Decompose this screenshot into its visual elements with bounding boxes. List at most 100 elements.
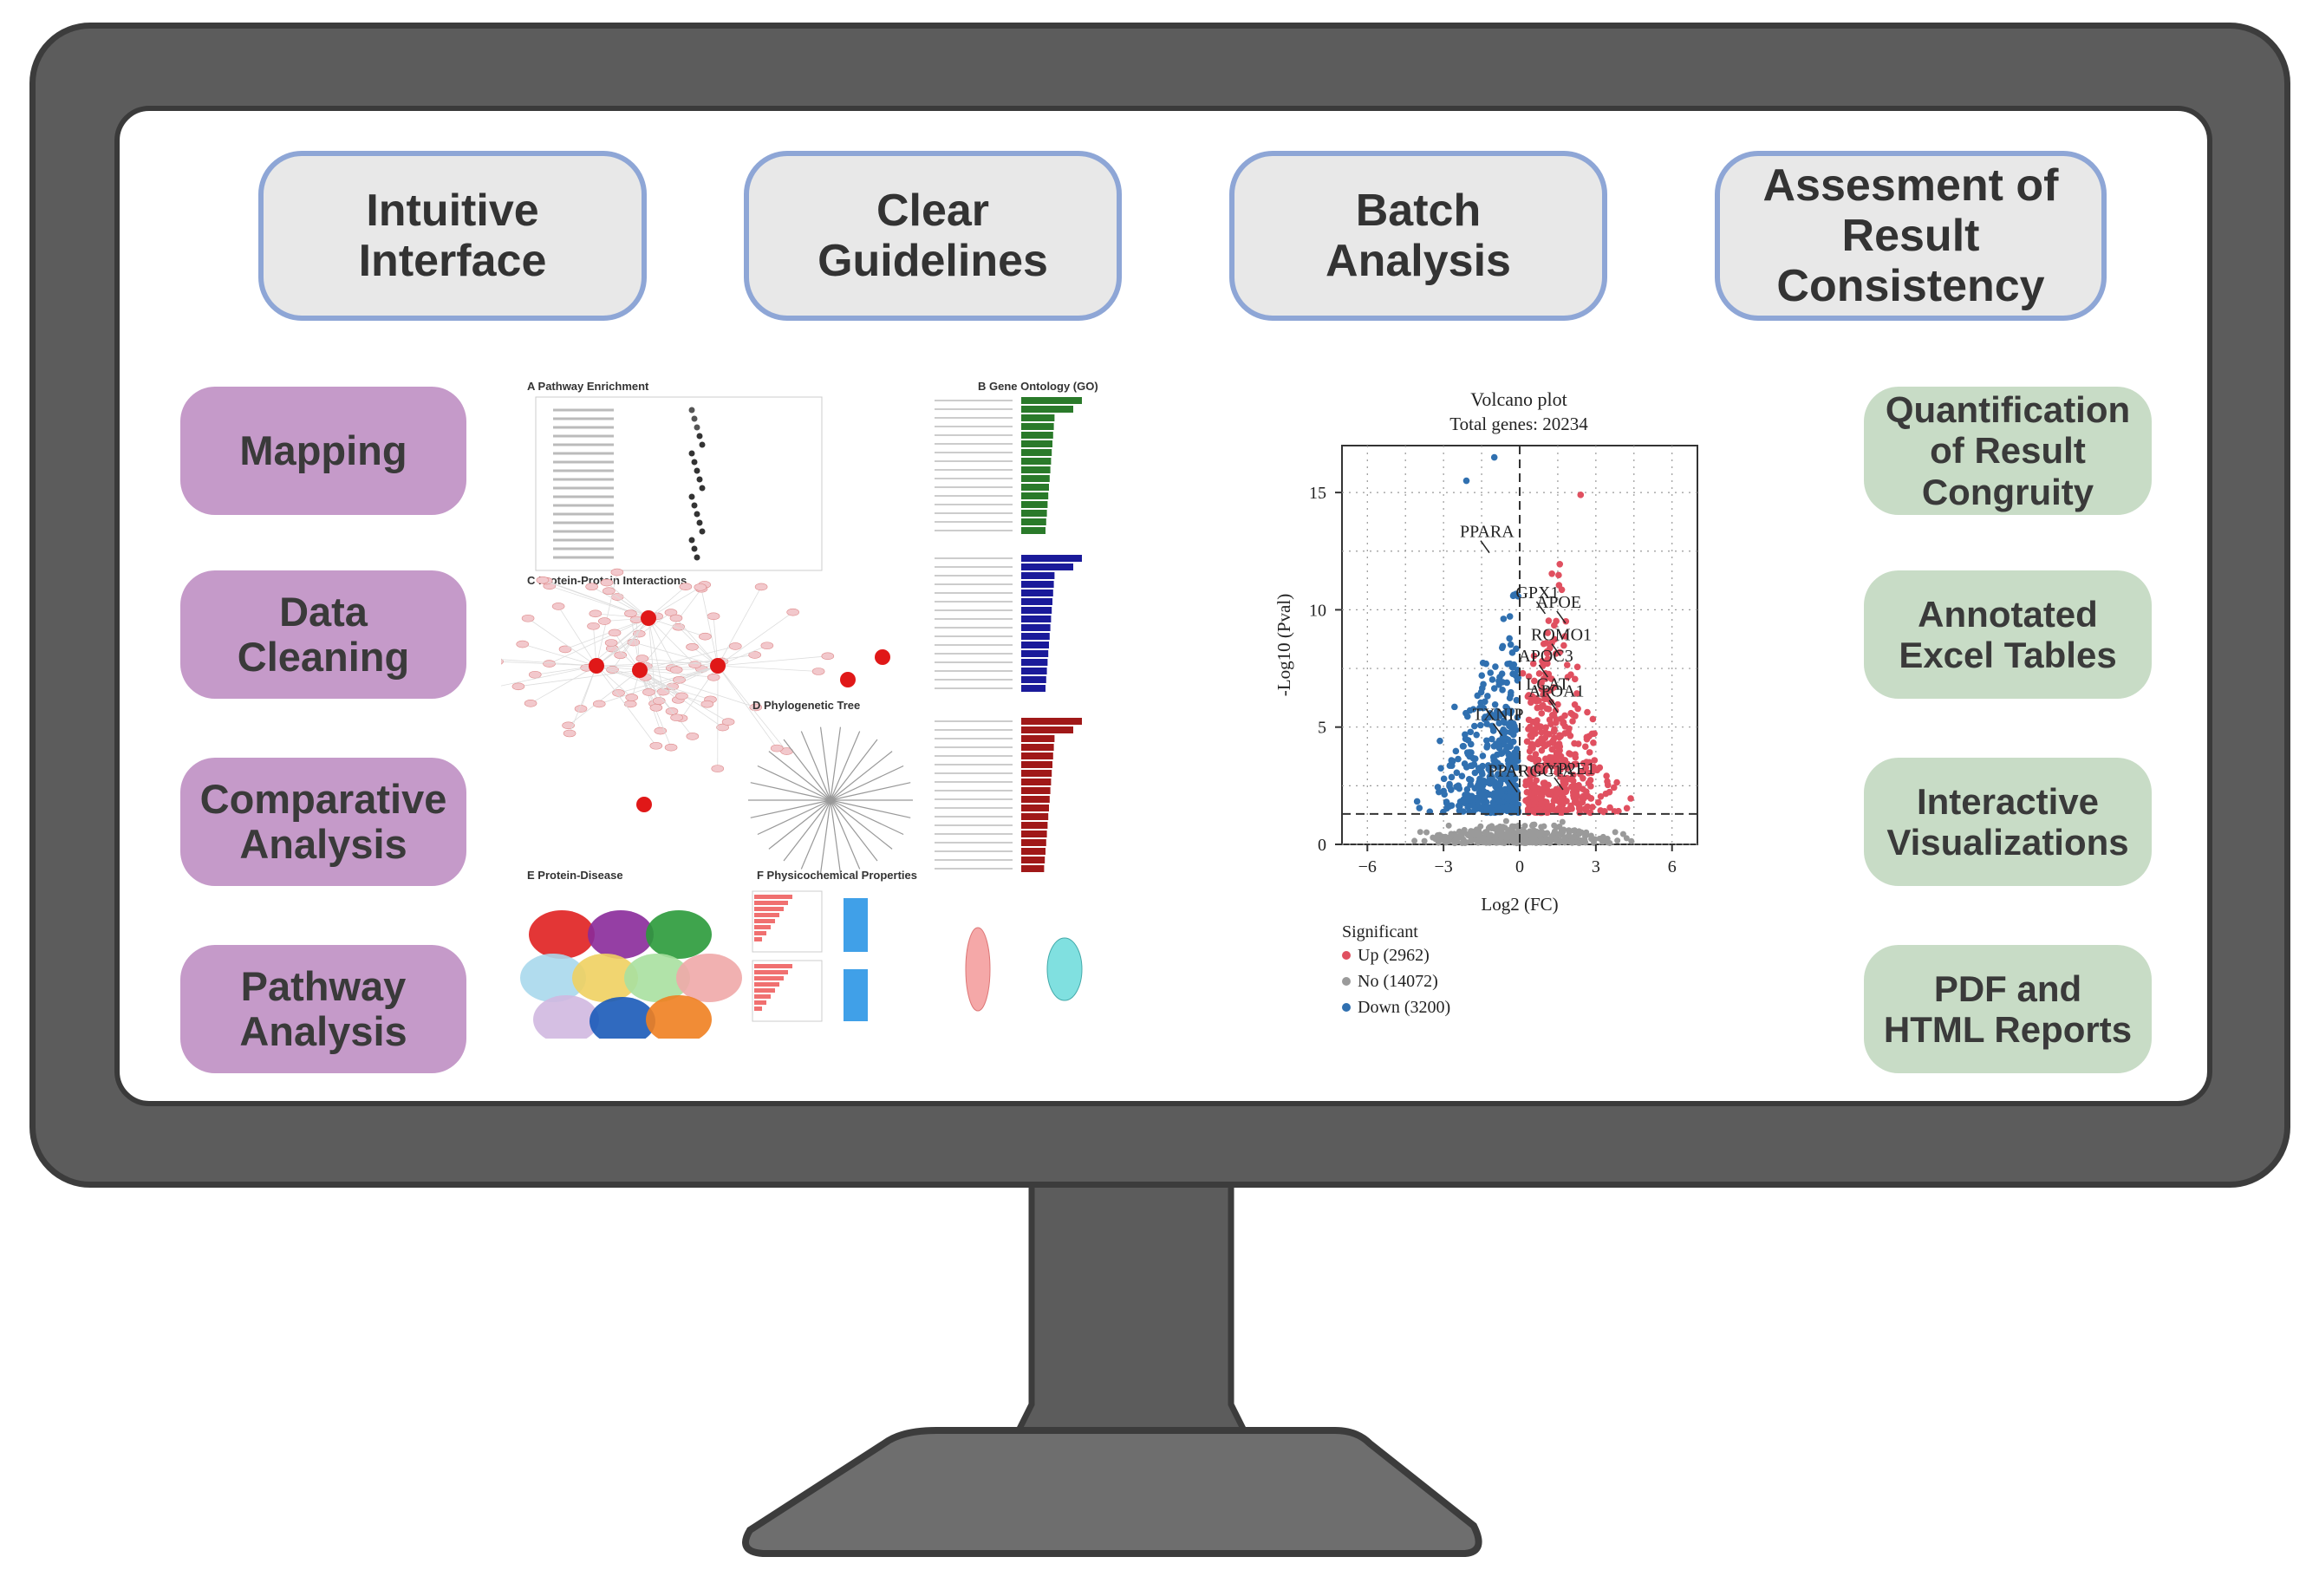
point-down	[1434, 784, 1442, 791]
panel-d-title: D Phylogenetic Tree	[752, 699, 860, 712]
point-down	[1441, 791, 1448, 798]
panel-c-edge	[501, 665, 597, 687]
panel-c-edge	[717, 611, 793, 667]
point-up	[1581, 743, 1589, 751]
point-down	[1515, 593, 1521, 600]
point-no	[1570, 827, 1577, 834]
point-down	[1497, 790, 1505, 797]
point-no	[1529, 823, 1536, 830]
point-up	[1606, 788, 1613, 796]
panel-c-hub	[875, 649, 890, 665]
legend-item-no: No (14072)	[1342, 972, 1438, 991]
panel-c-node	[707, 673, 720, 681]
panel-a-plot	[535, 396, 823, 571]
point-up	[1594, 798, 1602, 806]
point-down	[1513, 746, 1521, 752]
point-down	[1487, 768, 1495, 775]
panel-b-bar	[1021, 805, 1049, 811]
panel-c-edge	[648, 586, 687, 619]
panel-c-edge	[717, 586, 762, 667]
panel-b-bar	[1021, 676, 1046, 683]
point-down	[1484, 762, 1492, 769]
panel-b-bar	[1021, 726, 1073, 733]
panel-d-branch	[830, 731, 861, 801]
point-no	[1461, 826, 1468, 833]
panel-c-hub	[636, 797, 652, 812]
panel-e-circles	[520, 910, 742, 1039]
panel-e-circle	[624, 954, 690, 1002]
point-down	[1456, 807, 1463, 814]
point-no	[1492, 833, 1499, 840]
point-no	[1508, 832, 1515, 839]
panel-c-edge	[717, 655, 828, 667]
panel-d-branch	[819, 726, 831, 801]
point-up	[1525, 673, 1533, 681]
point-up	[1567, 805, 1574, 812]
point-no	[1599, 833, 1606, 840]
point-down	[1495, 681, 1503, 688]
point-up	[1538, 686, 1546, 693]
point-down	[1477, 805, 1484, 812]
point-up	[1603, 772, 1610, 779]
legend-dot-down	[1342, 1003, 1351, 1012]
panel-d-branch	[830, 799, 904, 836]
point-no	[1501, 824, 1508, 831]
panel-b-bar	[1021, 857, 1046, 863]
panel-c-edge	[549, 617, 649, 664]
point-no	[1560, 838, 1567, 845]
panel-c-edge	[700, 589, 719, 667]
point-up	[1588, 730, 1596, 738]
point-down	[1507, 641, 1515, 648]
point-down	[1507, 691, 1515, 699]
panel-c-node	[558, 645, 572, 654]
point-no	[1568, 839, 1575, 846]
feature-data-cleaning: Data Cleaning	[180, 570, 466, 699]
point-up	[1542, 742, 1549, 749]
panel-f-bar	[754, 982, 779, 987]
panel-c-node	[716, 723, 729, 732]
feature-mapping: Mapping	[180, 387, 466, 515]
point-up	[1569, 718, 1576, 725]
point-up	[1548, 570, 1555, 577]
point-down	[1455, 755, 1462, 763]
point-down	[1508, 778, 1515, 785]
panel-b-bar	[1021, 563, 1073, 570]
point-down	[1467, 781, 1475, 788]
panel-c-edge	[639, 646, 736, 671]
point-down	[1469, 802, 1476, 810]
panel-b-bar	[1021, 659, 1048, 666]
feature-excel-tables: Annotated Excel Tables	[1864, 570, 2152, 699]
panel-b-bar	[1021, 518, 1046, 525]
point-no	[1445, 822, 1452, 829]
point-up	[1587, 795, 1594, 802]
feature-clear-guidelines: Clear Guidelines	[744, 151, 1122, 321]
gene-leader	[1508, 779, 1518, 793]
panel-f-bar	[754, 1006, 762, 1011]
point-up	[1560, 757, 1567, 764]
panel-c-edge	[648, 665, 719, 693]
point-down	[1475, 797, 1482, 805]
panel-c-node	[786, 608, 799, 616]
panel-b-bar	[1021, 492, 1049, 499]
y-tick-label: 0	[1318, 836, 1326, 855]
gene-label: APOC3	[1518, 647, 1573, 666]
legend-item-up: Up (2962)	[1342, 946, 1430, 965]
point-down	[1513, 696, 1521, 704]
point-down	[1471, 755, 1479, 762]
panel-b-bar	[1021, 616, 1052, 622]
legend-label-down: Down (3200)	[1358, 998, 1450, 1017]
panel-b-bar	[1021, 848, 1046, 855]
legend-dot-no	[1342, 977, 1351, 986]
panel-c-edge	[648, 617, 695, 665]
point-no	[1576, 831, 1583, 837]
volcano-subtitle: Total genes: 20234	[1449, 414, 1588, 434]
feature-reports: PDF and HTML Reports	[1864, 945, 2152, 1073]
panel-d-branch	[830, 799, 911, 818]
point-up	[1627, 795, 1634, 802]
point-down	[1471, 769, 1479, 777]
point-down	[1505, 806, 1513, 814]
panel-a-dot	[694, 467, 700, 474]
point-up	[1565, 728, 1572, 736]
point-up	[1597, 792, 1605, 800]
point-up	[1613, 778, 1620, 786]
